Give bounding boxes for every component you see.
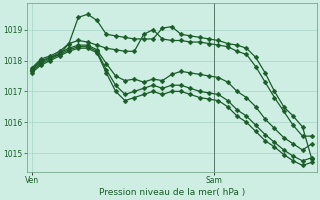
X-axis label: Pression niveau de la mer( hPa ): Pression niveau de la mer( hPa ) <box>99 188 245 197</box>
